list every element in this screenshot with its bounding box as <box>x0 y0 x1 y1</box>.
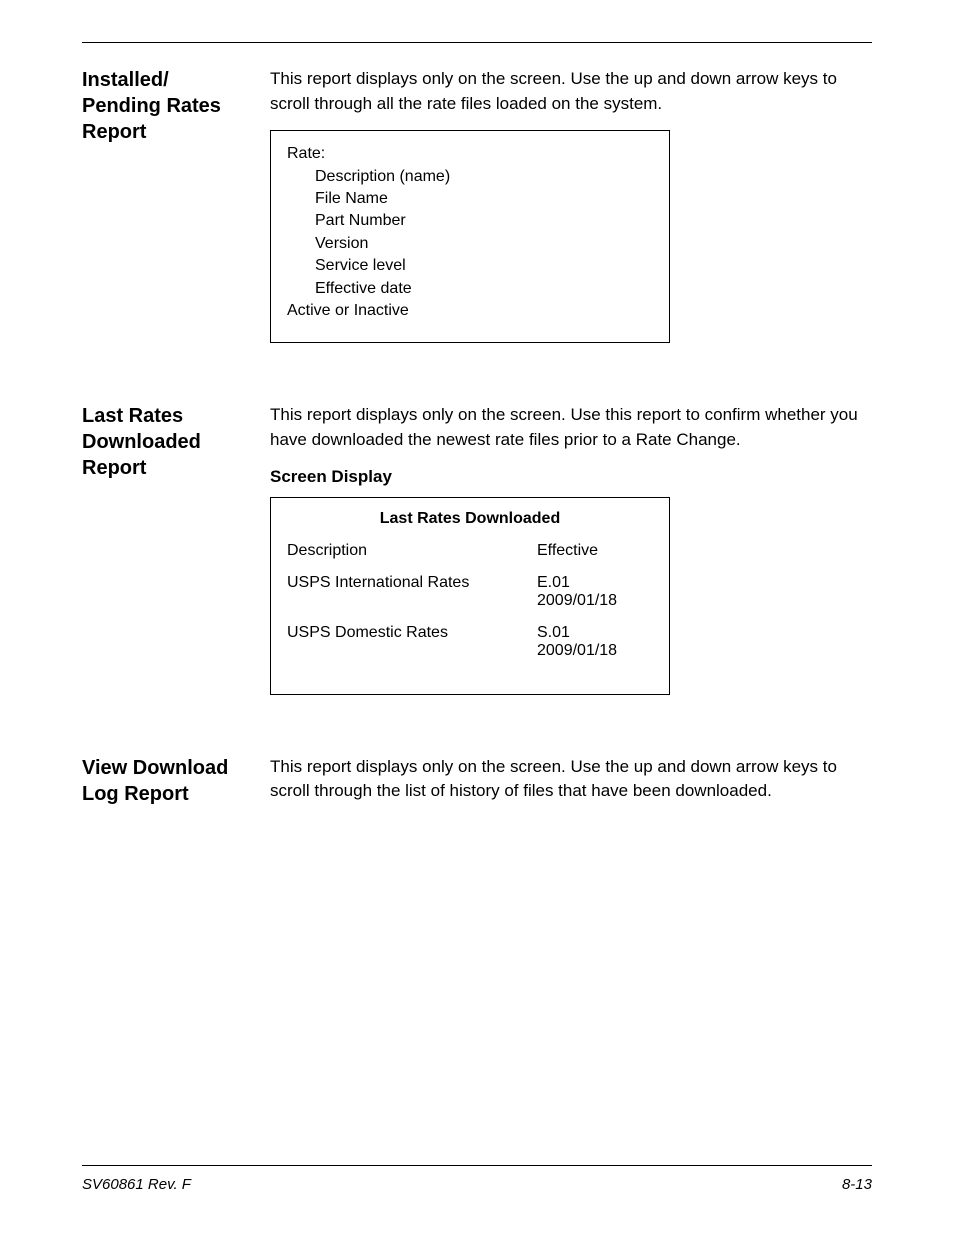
side-heading: View Download Log Report <box>82 755 270 807</box>
box-line: Part Number <box>287 210 653 232</box>
table-row: USPS Domestic RatesS.01 2009/01/18 <box>287 624 653 660</box>
table-header-row: Description Effective <box>287 542 653 560</box>
side-heading: Last Rates Downloaded Report <box>82 403 270 481</box>
box-line: Service level <box>287 255 653 277</box>
footer-row: SV60861 Rev. F 8-13 <box>82 1176 872 1193</box>
heading-text: Installed/Pending Rates Report <box>82 69 221 143</box>
table-cell-description: USPS International Rates <box>287 574 537 610</box>
footer-right: 8-13 <box>842 1176 872 1193</box>
section-installed-pending: Installed/Pending Rates Report This repo… <box>82 67 872 343</box>
table-header-effective: Effective <box>537 542 653 560</box>
body-column: This report displays only on the screen.… <box>270 403 872 694</box>
side-heading: Installed/Pending Rates Report <box>82 67 270 145</box>
sub-heading: Screen Display <box>270 467 872 487</box>
box-line: Rate: <box>287 143 653 165</box>
box-line: Active or Inactive <box>287 300 653 322</box>
box-line: Description (name) <box>287 166 653 188</box>
table-row: USPS International RatesE.01 2009/01/18 <box>287 574 653 610</box>
last-rates-box: Last Rates Downloaded Description Effect… <box>270 497 670 695</box>
box-line: File Name <box>287 188 653 210</box>
box-line: Version <box>287 233 653 255</box>
heading-text: Last Rates Downloaded Report <box>82 405 201 479</box>
section-last-rates: Last Rates Downloaded Report This report… <box>82 403 872 694</box>
section-paragraph: This report displays only on the screen.… <box>270 755 872 804</box>
top-rule <box>82 42 872 43</box>
table-cell-effective: S.01 2009/01/18 <box>537 624 653 660</box>
rate-box: Rate:Description (name)File NamePart Num… <box>270 130 670 343</box>
section-paragraph: This report displays only on the screen.… <box>270 67 872 116</box>
body-column: This report displays only on the screen.… <box>270 755 872 818</box>
table-cell-effective: E.01 2009/01/18 <box>537 574 653 610</box>
page-footer: SV60861 Rev. F 8-13 <box>82 1165 872 1193</box>
box-title: Last Rates Downloaded <box>287 510 653 528</box>
box-line: Effective date <box>287 278 653 300</box>
heading-text: View Download Log Report <box>82 757 228 805</box>
footer-rule <box>82 1165 872 1166</box>
footer-left: SV60861 Rev. F <box>82 1176 191 1193</box>
table-header-description: Description <box>287 542 537 560</box>
table-cell-description: USPS Domestic Rates <box>287 624 537 660</box>
body-column: This report displays only on the screen.… <box>270 67 872 343</box>
section-view-download-log: View Download Log Report This report dis… <box>82 755 872 818</box>
section-paragraph: This report displays only on the screen.… <box>270 403 872 452</box>
